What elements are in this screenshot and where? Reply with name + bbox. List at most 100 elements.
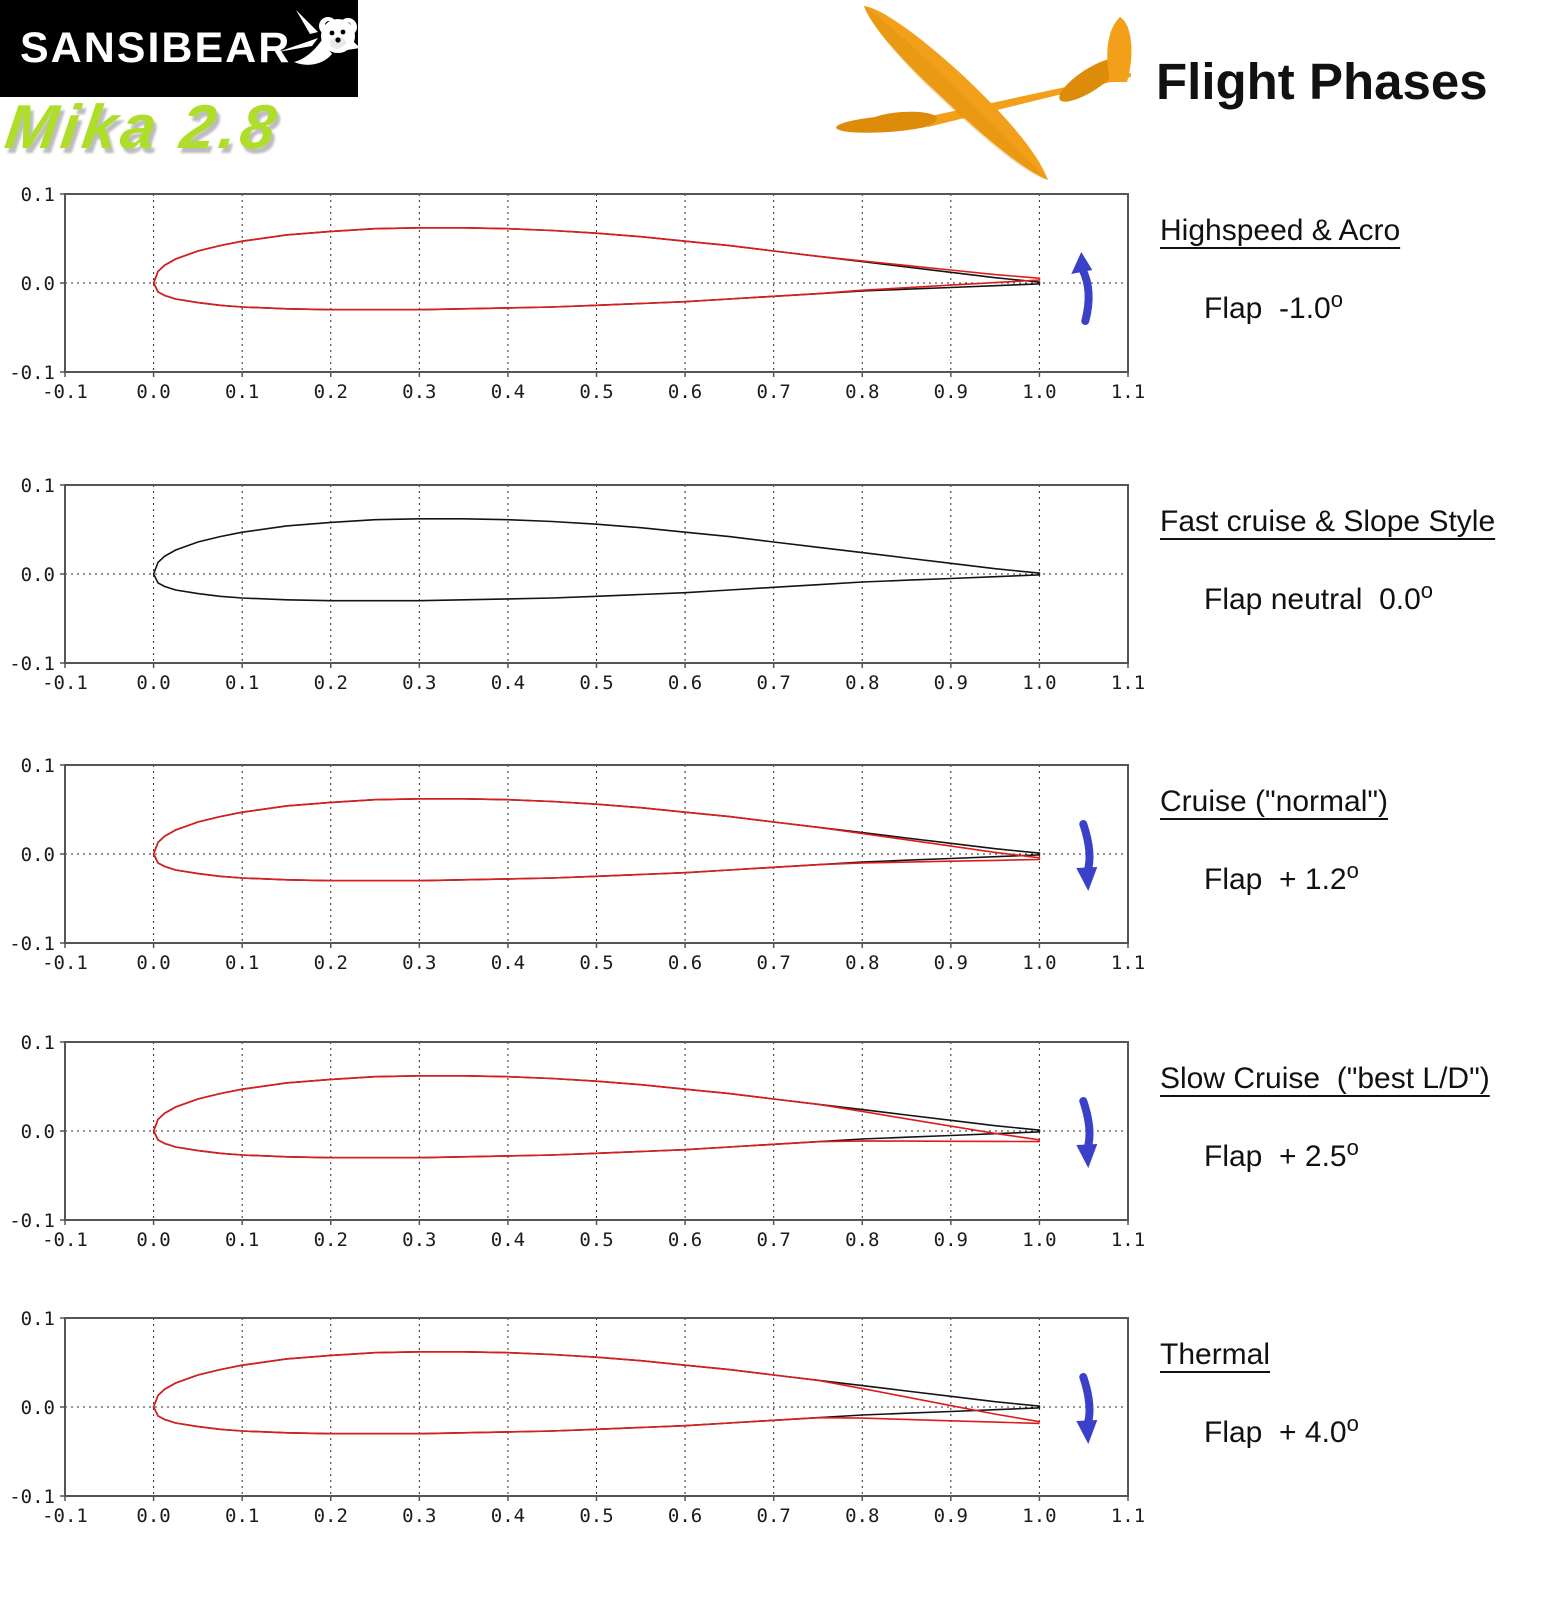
page-title: Flight Phases (1156, 53, 1488, 110)
plot-section: -0.1 0.0 0.1 0.2 0.3 0.4 0.5 0.6 0.7 0.8 0.9 1.0 1.1… (0, 1304, 1547, 1549)
svg-text:0.9: 0.9 (934, 952, 968, 974)
svg-text:0.3: 0.3 (402, 381, 436, 403)
svg-text:1.1: 1.1 (1111, 1229, 1145, 1251)
svg-text:1.0: 1.0 (1022, 381, 1056, 403)
svg-text:0.7: 0.7 (757, 381, 791, 403)
svg-text:0.2: 0.2 (314, 672, 348, 694)
airfoil-plot: -0.1 0.0 0.1 0.2 0.3 0.4 0.5 0.6 0.7 0.8 0.9 1.0 1.1… (9, 184, 1145, 403)
sansibear-logo: SANSIBEAR (0, 0, 360, 97)
svg-text:0.0: 0.0 (136, 381, 170, 403)
svg-text:0.3: 0.3 (402, 672, 436, 694)
svg-text:0.9: 0.9 (934, 1229, 968, 1251)
svg-text:-0.1: -0.1 (42, 381, 88, 403)
svg-text:0.4: 0.4 (491, 1505, 525, 1527)
phase-title: Highspeed & Acro (1160, 214, 1401, 247)
svg-text:0.0: 0.0 (21, 1121, 55, 1143)
svg-text:1.0: 1.0 (1022, 952, 1056, 974)
svg-text:0.2: 0.2 (314, 381, 348, 403)
phase-title: Fast cruise & Slope Style (1160, 505, 1496, 538)
svg-text:0.3: 0.3 (402, 952, 436, 974)
flap-direction-arrow (1076, 1097, 1098, 1168)
svg-text:-0.1: -0.1 (42, 1505, 88, 1527)
svg-text:0.9: 0.9 (934, 1505, 968, 1527)
svg-text:0.5: 0.5 (579, 672, 613, 694)
svg-text:0.6: 0.6 (668, 1229, 702, 1251)
svg-text:0.1: 0.1 (21, 184, 55, 206)
svg-text:0.8: 0.8 (845, 381, 879, 403)
svg-text:-0.1: -0.1 (9, 1210, 55, 1232)
product-name: Mika 2.8 (1, 93, 285, 162)
svg-text:0.5: 0.5 (579, 381, 613, 403)
svg-text:0.1: 0.1 (21, 1308, 55, 1330)
svg-text:0.1: 0.1 (21, 1032, 55, 1054)
svg-text:1.1: 1.1 (1111, 672, 1145, 694)
svg-text:0.0: 0.0 (21, 564, 55, 586)
svg-text:0.8: 0.8 (845, 952, 879, 974)
svg-text:0.1: 0.1 (225, 381, 259, 403)
flap-setting: Flap + 1.2o (1204, 858, 1359, 897)
degree-mark: o (1346, 1135, 1359, 1160)
svg-text:-0.1: -0.1 (9, 362, 55, 384)
flap-setting: Flap + 4.0o (1204, 1411, 1359, 1450)
svg-text:0.6: 0.6 (668, 672, 702, 694)
airfoil-plot: -0.1 0.0 0.1 0.2 0.3 0.4 0.5 0.6 0.7 0.8 0.9 1.0 1.1… (9, 1032, 1145, 1251)
svg-text:0.0: 0.0 (136, 672, 170, 694)
svg-text:-0.1: -0.1 (42, 1229, 88, 1251)
phase-title: Cruise ("normal") (1160, 785, 1389, 818)
svg-text:-0.1: -0.1 (9, 933, 55, 955)
degree-mark: o (1420, 578, 1434, 603)
svg-text:0.3: 0.3 (402, 1229, 436, 1251)
svg-text:0.2: 0.2 (314, 1229, 348, 1251)
svg-text:1.1: 1.1 (1111, 381, 1145, 403)
phase-title: Slow Cruise ("best L/D") (1160, 1062, 1490, 1095)
svg-text:0.4: 0.4 (491, 381, 525, 403)
svg-text:0.4: 0.4 (491, 672, 525, 694)
svg-text:0.2: 0.2 (314, 1505, 348, 1527)
svg-text:0.3: 0.3 (402, 1505, 436, 1527)
flap-setting: Flap -1.0o (1204, 287, 1343, 326)
svg-text:0.5: 0.5 (579, 952, 613, 974)
flap-setting: Flap neutral 0.0o (1204, 578, 1434, 617)
svg-text:1.1: 1.1 (1111, 1505, 1145, 1527)
svg-text:0.8: 0.8 (845, 1505, 879, 1527)
bear-icon (278, 10, 360, 65)
svg-text:0.4: 0.4 (491, 1229, 525, 1251)
svg-text:0.1: 0.1 (225, 1229, 259, 1251)
svg-text:0.1: 0.1 (225, 952, 259, 974)
plot-section: -0.1 0.0 0.1 0.2 0.3 0.4 0.5 0.6 0.7 0.8 0.9 1.0 1.1… (0, 180, 1547, 425)
plot-section: -0.1 0.0 0.1 0.2 0.3 0.4 0.5 0.6 0.7 0.8 0.9 1.0 1.1… (0, 751, 1547, 996)
degree-mark: o (1346, 1411, 1359, 1436)
svg-text:0.1: 0.1 (21, 475, 55, 497)
svg-text:0.5: 0.5 (579, 1229, 613, 1251)
svg-text:0.0: 0.0 (21, 844, 55, 866)
svg-text:0.0: 0.0 (136, 1229, 170, 1251)
svg-text:1.0: 1.0 (1022, 1229, 1056, 1251)
svg-text:0.0: 0.0 (21, 273, 55, 295)
svg-text:-0.1: -0.1 (9, 1486, 55, 1508)
svg-text:0.7: 0.7 (757, 952, 791, 974)
svg-text:0.4: 0.4 (491, 952, 525, 974)
phase-title: Thermal (1160, 1338, 1271, 1371)
logo-text: SANSIBEAR (20, 24, 292, 72)
flap-direction-arrow (1076, 1373, 1098, 1444)
svg-text:-0.1: -0.1 (42, 952, 88, 974)
degree-mark: o (1346, 858, 1359, 883)
airfoil-plot: -0.1 0.0 0.1 0.2 0.3 0.4 0.5 0.6 0.7 0.8 0.9 1.0 1.1… (9, 1308, 1145, 1527)
svg-text:0.7: 0.7 (757, 1229, 791, 1251)
svg-text:0.0: 0.0 (136, 952, 170, 974)
svg-text:0.1: 0.1 (225, 1505, 259, 1527)
svg-text:0.2: 0.2 (314, 952, 348, 974)
svg-text:1.1: 1.1 (1111, 952, 1145, 974)
svg-text:0.7: 0.7 (757, 1505, 791, 1527)
svg-text:1.0: 1.0 (1022, 672, 1056, 694)
airfoil-plot: -0.1 0.0 0.1 0.2 0.3 0.4 0.5 0.6 0.7 0.8 0.9 1.0 1.1… (9, 475, 1145, 694)
svg-text:0.0: 0.0 (136, 1505, 170, 1527)
svg-text:0.6: 0.6 (668, 1505, 702, 1527)
svg-text:0.8: 0.8 (845, 1229, 879, 1251)
svg-text:-0.1: -0.1 (9, 653, 55, 675)
svg-text:-0.1: -0.1 (42, 672, 88, 694)
flap-direction-arrow (1071, 252, 1093, 325)
plot-section: -0.1 0.0 0.1 0.2 0.3 0.4 0.5 0.6 0.7 0.8 0.9 1.0 1.1… (0, 471, 1547, 716)
svg-text:0.9: 0.9 (934, 381, 968, 403)
svg-text:0.0: 0.0 (21, 1397, 55, 1419)
